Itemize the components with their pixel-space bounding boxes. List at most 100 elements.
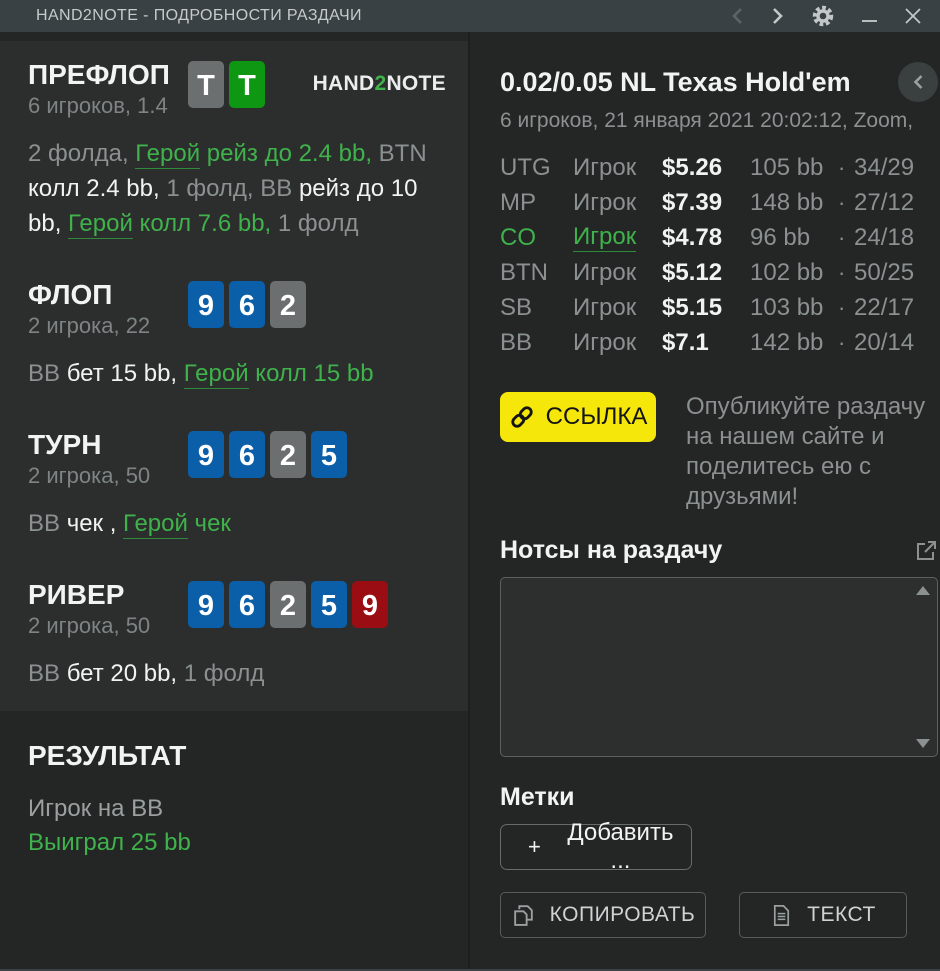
action-text: BB (28, 510, 67, 537)
player-position: BB (500, 328, 533, 356)
result-outcome: Выиграл 25 bb (28, 829, 191, 856)
player-stack: $7.39 (662, 188, 723, 216)
hand-meta: 6 игроков, 21 января 2021 20:02:12, Zoom… (500, 109, 914, 132)
collapse-panel-button[interactable] (898, 62, 938, 102)
separator-dot: · (838, 224, 846, 250)
street-actions: BB бет 15 bb, Герой колл 15 bb (28, 356, 446, 391)
card-6-blue: 6 (229, 581, 265, 628)
player-stack-bb: 103 bb (750, 293, 824, 321)
close-button[interactable] (904, 7, 922, 25)
player-stack: $5.26 (662, 153, 723, 181)
share-promo-text: Опубликуйте раздачу на нашем сайте и под… (686, 393, 926, 510)
separator-dot: · (838, 154, 846, 180)
player-name: Игрок (573, 329, 662, 357)
action-text: 1 фолд, BB (166, 175, 299, 202)
action-text: 1 фолд (277, 210, 359, 237)
minimize-icon (862, 20, 877, 22)
add-tag-button[interactable]: + Добавить ... (500, 819, 692, 874)
open-notes-external-button[interactable] (914, 539, 938, 563)
separator-dot: · (838, 189, 846, 215)
tags-title: Метки (500, 783, 575, 811)
player-stack-bb: 148 bb (750, 188, 824, 216)
street-title: ФЛОП (28, 279, 113, 310)
card-2-gray: 2 (270, 281, 306, 328)
logo-text: HAND (312, 72, 375, 95)
window-title: HAND2NOTE - ПОДРОБНОСТИ РАЗДАЧИ (36, 7, 362, 24)
scroll-down-arrow[interactable] (916, 739, 930, 748)
player-stats: 50/25 (854, 258, 915, 286)
action-text: чек , (66, 510, 124, 537)
street-titles: РИВЕР 2 игрока, 50 (28, 579, 188, 640)
hand-info-column: 0.02/0.05 NL Texas Hold'em 6 игроков, 21… (470, 32, 940, 969)
scroll-up-arrow[interactable] (916, 586, 930, 595)
hero-player-link[interactable]: Герой (183, 360, 249, 389)
notes-header: Нотсы на раздачу (500, 536, 938, 565)
chevron-right-icon (773, 8, 783, 24)
close-icon (905, 8, 921, 24)
street-title: ТУРН (28, 429, 102, 460)
player-row: CO Игрок $4.78 96 bb · 24/18 (500, 220, 938, 255)
action-text: 1 фолд (183, 660, 265, 687)
notes-textarea[interactable] (501, 578, 919, 756)
hero-player-link[interactable]: Герой (135, 140, 201, 169)
street-subtitle: 2 игрока, 22 (28, 313, 151, 338)
player-name: Игрок (573, 189, 662, 217)
logo-text: NOTE (386, 72, 446, 95)
minimize-button[interactable] (862, 10, 877, 22)
document-icon (774, 904, 790, 926)
player-name-text: Игрок (573, 223, 637, 252)
action-text: бет 20 bb, (66, 660, 184, 687)
action-text: колл 7.6 bb, (132, 210, 278, 237)
copy-icon (513, 904, 533, 926)
external-link-icon (917, 540, 936, 560)
stakes-title: 0.02/0.05 NL Texas Hold'em (500, 66, 851, 97)
player-position: CO (500, 223, 536, 251)
result-section: РЕЗУЛЬТАТ Игрок на BB Выиграл 25 bb (0, 714, 468, 860)
card-2-gray: 2 (270, 431, 306, 478)
card-T-green: T (229, 61, 265, 108)
nav-previous-hand-button[interactable] (731, 7, 744, 25)
titlebar-controls (731, 4, 922, 28)
player-stack: $5.15 (662, 293, 723, 321)
player-name: Игрок (573, 294, 662, 322)
text-view-button[interactable]: ТЕКСТ (739, 892, 907, 938)
separator-dot: · (838, 259, 846, 285)
street-subtitle: 2 игрока, 50 (28, 463, 151, 488)
player-name[interactable]: Игрок (573, 223, 662, 252)
action-text: BB (28, 660, 67, 687)
player-stack-bb: 142 bb (750, 328, 824, 356)
street-actions: BB чек , Герой чек (28, 506, 446, 541)
action-text: BB (28, 360, 67, 387)
street-actions: BB бет 20 bb, 1 фолд (28, 656, 446, 691)
action-text: чек (187, 510, 231, 537)
copy-hand-button[interactable]: КОПИРОВАТЬ (500, 892, 706, 938)
hero-player-link[interactable]: Герой (123, 510, 188, 539)
players-table: UTG Игрок $5.26 105 bb · 34/29 MP Игрок … (500, 150, 938, 360)
hand-header: 0.02/0.05 NL Texas Hold'em (500, 62, 938, 102)
street-subtitle: 2 игрока, 50 (28, 613, 151, 638)
player-name-text: Игрок (573, 258, 637, 286)
share-link-button[interactable]: ССЫЛКА (500, 392, 656, 442)
hero-player-link[interactable]: Герой (68, 210, 133, 239)
footer-actions: КОПИРОВАТЬ ТЕКСТ (500, 892, 938, 938)
copy-button-label: КОПИРОВАТЬ (549, 903, 696, 926)
player-stats: 22/17 (854, 293, 915, 321)
nav-next-hand-button[interactable] (771, 7, 784, 25)
player-position: BTN (500, 258, 548, 286)
settings-button[interactable] (811, 4, 835, 28)
action-text: рейз до 2.4 bb, (200, 140, 379, 167)
share-section: ССЫЛКА Опубликуйте раздачу на нашем сайт… (500, 392, 938, 512)
player-row: BB Игрок $7.1 142 bb · 20/14 (500, 325, 938, 360)
notes-title: Нотсы на раздачу (500, 536, 723, 564)
player-name-text: Игрок (573, 328, 637, 356)
